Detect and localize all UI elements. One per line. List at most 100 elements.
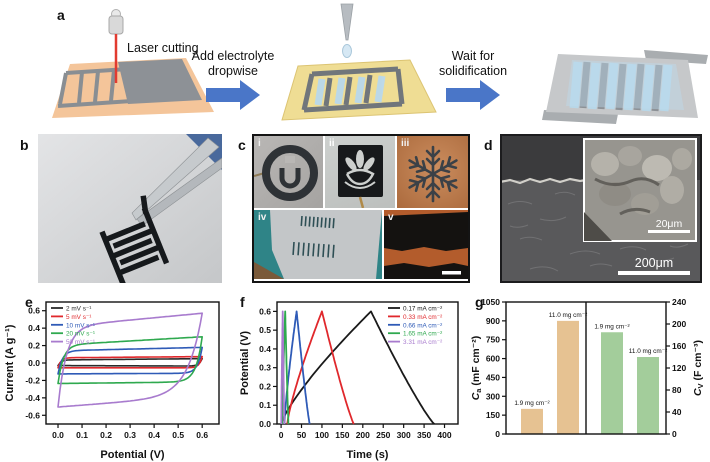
svg-text:10 mV s⁻¹: 10 mV s⁻¹ [66,322,95,329]
svg-text:5 mV s⁻¹: 5 mV s⁻¹ [66,314,91,321]
svg-text:0.4: 0.4 [259,344,271,354]
electrode-pattern [301,66,405,113]
sub-label-v: v [388,212,394,223]
svg-text:0.6: 0.6 [259,306,271,316]
carbon-film [118,59,202,104]
inset-scale-bar [648,230,690,233]
svg-text:200: 200 [356,430,370,440]
panel-b-photo [38,134,222,283]
svg-text:1.9 mg cm⁻²: 1.9 mg cm⁻² [594,323,629,330]
svg-text:0.2: 0.2 [259,381,271,391]
svg-text:0.5: 0.5 [259,325,271,335]
paper-sheet [270,210,382,279]
svg-text:Potential (V): Potential (V) [239,331,251,396]
gcd-chart: 0 50 100 150 200 250 300 350 400 0.0 0.1 0.2 0.3 0.4 0… [237,292,470,462]
svg-text:50: 50 [297,430,307,440]
svg-text:0.17 mA cm⁻²: 0.17 mA cm⁻² [403,306,442,313]
panel-d-sem-image: 20μm 200μm [500,134,702,283]
substrate-stage1 [52,58,214,118]
svg-text:150: 150 [486,410,500,420]
panel-d-label: d [484,137,493,153]
svg-text:-0.2: -0.2 [25,375,40,385]
panel-a-label: a [57,7,65,23]
svg-text:Current (A g⁻¹): Current (A g⁻¹) [4,324,16,401]
svg-text:0.6: 0.6 [196,430,208,440]
svg-text:0.3: 0.3 [124,430,136,440]
svg-text:0.2: 0.2 [100,430,112,440]
panel-a-schematic: Laser cutting Add electrolyte dropwise W… [52,3,708,124]
electrode-fingers [579,61,663,112]
carbon-band-bottom [384,263,468,279]
svg-text:0.2: 0.2 [28,341,40,351]
capacitance-bar-chart: 0 150 300 450 600 750 900 1050 0 40 80 120 160 200 240… [470,292,710,462]
svg-text:0.0: 0.0 [259,419,271,429]
svg-text:11.0 mg cm⁻²: 11.0 mg cm⁻² [629,348,667,355]
step1-caption: Laser cutting [127,41,199,55]
svg-text:0.0: 0.0 [52,430,64,440]
sub-label-i: i [258,138,261,149]
svg-text:1.9 mg cm⁻²: 1.9 mg cm⁻² [514,400,549,407]
step3-caption-line1: Wait for [452,49,495,63]
main-scale-bar [618,271,690,275]
sub-label-iii: iii [401,138,410,149]
arrow-right-icon [206,80,260,110]
inset-scale-text: 20μm [656,218,683,230]
svg-text:0: 0 [279,430,284,440]
sub-label-iv: iv [258,212,267,223]
electrolyte-droplet [342,44,352,58]
solidified-electrolyte-strips [569,61,673,112]
main-scale-text: 200μm [635,256,673,270]
svg-text:1050: 1050 [481,297,500,307]
svg-text:0.5: 0.5 [172,430,184,440]
svg-text:2 mV s⁻¹: 2 mV s⁻¹ [66,306,91,313]
flower-icon [344,150,376,189]
svg-text:3.31 mA cm⁻²: 3.31 mA cm⁻² [403,339,442,346]
photo-cut-edge-closeup: v [384,210,468,279]
svg-text:250: 250 [376,430,390,440]
svg-text:0.33 mA cm⁻²: 0.33 mA cm⁻² [403,314,442,321]
svg-text:400: 400 [437,430,451,440]
svg-text:Time (s): Time (s) [347,449,389,461]
photo-flower-pattern: ii [325,136,395,208]
carbon-band-top [384,212,468,251]
step2-caption-line1: Add electrolyte [192,49,275,63]
svg-text:200: 200 [672,319,686,329]
svg-text:120: 120 [672,363,686,373]
panel-f-label: f [240,294,245,310]
svg-text:0.0: 0.0 [28,358,40,368]
svg-text:0.1: 0.1 [76,430,88,440]
cv-chart: 0.0 0.1 0.2 0.3 0.4 0.5 0.6 -0.6 -0.4 -0.2 0.0 0.2 0… [2,292,235,462]
emblem-u [279,168,301,189]
svg-text:900: 900 [486,316,500,326]
svg-text:0.4: 0.4 [148,430,160,440]
gel-overlay [566,60,684,110]
electrolyte-strips [314,75,386,106]
photo-snowflake-pattern: iii [397,136,468,208]
svg-text:40: 40 [672,407,682,417]
svg-text:600: 600 [486,354,500,364]
svg-text:150: 150 [335,430,349,440]
film-top-edge [500,177,587,185]
step3-caption-line2: solidification [439,64,507,78]
svg-text:100: 100 [315,430,329,440]
scale-bar [442,271,461,275]
panel-e-label: e [25,294,33,310]
snowflake-icon [405,145,461,203]
interdigitated-device [99,195,170,283]
mini-interdigitated-arrays [292,215,335,258]
svg-text:50 mV s⁻¹: 50 mV s⁻¹ [66,339,95,346]
panel-c-collage: i ii [252,134,470,283]
svg-text:Potential (V): Potential (V) [100,449,165,461]
svg-text:Ca (mF cm⁻²): Ca (mF cm⁻²) [470,336,483,401]
svg-text:1.65 mA cm⁻²: 1.65 mA cm⁻² [403,331,442,338]
photo-logo-pattern: i [254,136,323,208]
laser-icon [108,9,124,83]
svg-text:0: 0 [495,429,500,439]
svg-text:0.66 mA cm⁻²: 0.66 mA cm⁻² [403,322,442,329]
svg-text:0: 0 [672,429,677,439]
svg-text:80: 80 [672,385,682,395]
svg-text:240: 240 [672,297,686,307]
svg-text:300: 300 [397,430,411,440]
arrow-right-icon [446,80,500,110]
